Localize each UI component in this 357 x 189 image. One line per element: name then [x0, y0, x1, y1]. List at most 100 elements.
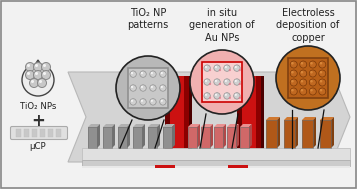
Bar: [201, 127, 210, 148]
Circle shape: [209, 69, 211, 71]
Circle shape: [238, 69, 241, 71]
Circle shape: [309, 70, 316, 77]
Circle shape: [41, 70, 50, 80]
Circle shape: [235, 94, 237, 96]
Circle shape: [160, 71, 166, 77]
Circle shape: [301, 71, 303, 74]
Circle shape: [310, 89, 313, 91]
Bar: [302, 120, 313, 148]
Bar: [266, 120, 277, 148]
Circle shape: [319, 70, 326, 77]
Bar: [103, 127, 112, 148]
Polygon shape: [188, 124, 200, 127]
Bar: [320, 120, 331, 148]
Circle shape: [151, 86, 153, 88]
Circle shape: [310, 62, 313, 64]
Bar: [24, 129, 29, 137]
Circle shape: [225, 80, 227, 82]
Bar: [227, 127, 236, 148]
Polygon shape: [197, 124, 200, 148]
Bar: [155, 165, 175, 168]
Circle shape: [291, 71, 294, 74]
Bar: [40, 129, 45, 137]
Circle shape: [301, 80, 303, 82]
Polygon shape: [142, 124, 145, 148]
Circle shape: [141, 72, 143, 74]
Bar: [242, 76, 256, 168]
Bar: [118, 127, 127, 148]
Circle shape: [224, 79, 230, 85]
Text: Electroless
deposition of
copper: Electroless deposition of copper: [276, 8, 340, 43]
Circle shape: [141, 100, 143, 102]
Bar: [256, 76, 261, 168]
Bar: [227, 127, 236, 148]
Circle shape: [130, 85, 136, 91]
Circle shape: [22, 64, 54, 96]
Circle shape: [291, 80, 294, 82]
Circle shape: [215, 66, 217, 68]
Bar: [82, 160, 350, 166]
Circle shape: [301, 89, 303, 91]
Circle shape: [309, 79, 316, 86]
Circle shape: [300, 79, 307, 86]
Circle shape: [150, 99, 156, 105]
Bar: [148, 127, 157, 148]
Circle shape: [219, 83, 221, 85]
Polygon shape: [201, 124, 213, 127]
Polygon shape: [163, 124, 175, 127]
Circle shape: [290, 79, 297, 86]
Polygon shape: [97, 124, 100, 148]
Bar: [189, 76, 192, 168]
Bar: [170, 76, 184, 168]
Bar: [16, 129, 21, 137]
Circle shape: [37, 78, 46, 88]
Bar: [32, 129, 37, 137]
Circle shape: [31, 80, 34, 83]
Bar: [165, 76, 170, 168]
Bar: [188, 127, 197, 148]
Polygon shape: [295, 117, 298, 148]
Circle shape: [215, 94, 217, 96]
Circle shape: [151, 100, 153, 102]
Bar: [48, 129, 53, 137]
Bar: [237, 76, 242, 168]
Polygon shape: [249, 124, 252, 148]
Circle shape: [204, 93, 210, 99]
Circle shape: [25, 63, 35, 71]
Circle shape: [205, 80, 207, 82]
Bar: [240, 127, 249, 148]
Text: +: +: [31, 112, 45, 130]
Circle shape: [204, 65, 210, 71]
Polygon shape: [118, 124, 130, 127]
Bar: [163, 127, 172, 148]
Circle shape: [190, 50, 254, 114]
Circle shape: [116, 56, 180, 120]
Circle shape: [150, 71, 156, 77]
Circle shape: [234, 65, 240, 71]
Bar: [163, 127, 172, 148]
Circle shape: [276, 46, 340, 110]
Bar: [103, 127, 112, 148]
Text: μCP: μCP: [30, 142, 46, 151]
Circle shape: [229, 97, 231, 99]
Polygon shape: [68, 72, 350, 162]
Polygon shape: [331, 117, 334, 148]
Polygon shape: [227, 124, 239, 127]
Circle shape: [140, 99, 146, 105]
Bar: [320, 120, 331, 148]
Circle shape: [319, 88, 326, 95]
Circle shape: [27, 72, 30, 75]
Circle shape: [209, 97, 211, 99]
Bar: [228, 165, 248, 168]
Circle shape: [238, 83, 241, 85]
Circle shape: [224, 93, 230, 99]
Circle shape: [214, 79, 220, 85]
Bar: [284, 120, 295, 148]
Circle shape: [160, 85, 166, 91]
Circle shape: [39, 80, 42, 83]
Circle shape: [160, 99, 166, 105]
Polygon shape: [172, 124, 175, 148]
Circle shape: [319, 79, 326, 86]
Bar: [201, 127, 210, 148]
Circle shape: [161, 86, 163, 88]
